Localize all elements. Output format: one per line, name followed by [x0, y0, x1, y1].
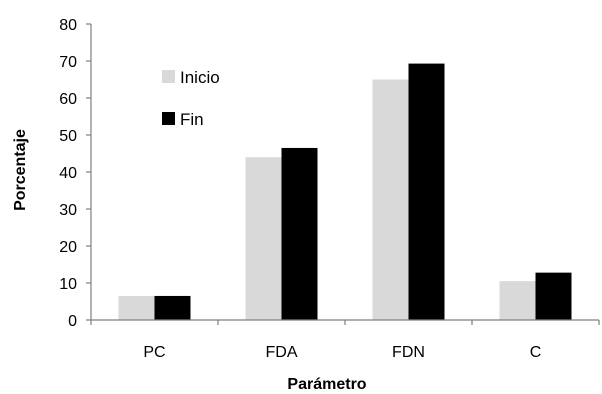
- y-tick-label: 60: [59, 91, 77, 108]
- legend: Inicio Fin: [162, 68, 220, 129]
- y-tick-label: 20: [59, 239, 77, 256]
- legend-swatch-fin: [162, 112, 175, 125]
- bar-fdn-fin: [408, 63, 445, 321]
- legend-label-inicio: Inicio: [180, 68, 220, 87]
- y-tick-label: 10: [59, 276, 77, 293]
- y-axis-title: Porcentaje: [12, 129, 29, 211]
- bars-layer: [118, 63, 572, 321]
- axes-layer: 0 10 20 30 40 50 60 70 80 PC FDA FDN C: [59, 17, 600, 361]
- x-tick-label: FDA: [266, 344, 298, 361]
- legend-label-fin: Fin: [180, 110, 204, 129]
- y-tick-label: 80: [59, 17, 77, 34]
- bar-fda-fin: [281, 147, 318, 320]
- bar-c-fin: [535, 272, 572, 320]
- legend-swatch-inicio: [162, 70, 175, 83]
- y-tick-label: 0: [68, 313, 77, 330]
- y-tick-label: 50: [59, 128, 77, 145]
- x-tick-label: PC: [143, 344, 165, 361]
- y-tick-label: 30: [59, 202, 77, 219]
- x-tick-label: C: [530, 344, 542, 361]
- y-tick-label: 70: [59, 54, 77, 71]
- bar-fda-inicio: [245, 157, 282, 320]
- x-tick-label: FDN: [392, 344, 425, 361]
- x-axis-title: Parámetro: [287, 376, 366, 393]
- bar-fdn-inicio: [372, 79, 409, 320]
- bar-pc-fin: [154, 295, 191, 320]
- y-tick-label: 40: [59, 165, 77, 182]
- bar-c-inicio: [499, 281, 536, 320]
- bar-pc-inicio: [118, 295, 155, 320]
